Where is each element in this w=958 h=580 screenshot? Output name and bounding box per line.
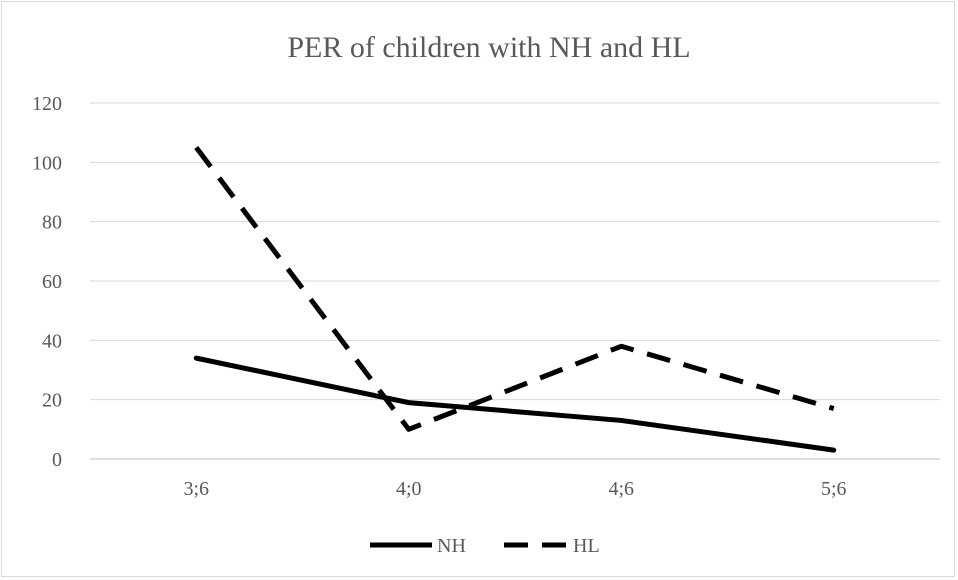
y-tick-label: 0: [52, 449, 62, 471]
x-tick-label: 4;0: [396, 478, 422, 500]
legend-label-hl: HL: [573, 535, 600, 557]
y-tick-label: 120: [32, 93, 62, 115]
x-axis-ticks: 3;6 4;0 4;6 5;6: [183, 478, 846, 500]
series-line-hl: [194, 145, 835, 432]
x-tick-label: 4;6: [608, 478, 634, 500]
y-tick-label: 100: [32, 152, 62, 174]
series-lines: [193, 145, 837, 453]
y-tick-label: 40: [42, 330, 62, 352]
series-line-nh: [193, 355, 837, 453]
y-tick-label: 60: [42, 271, 62, 293]
y-tick-label: 80: [42, 212, 62, 234]
chart-title: PER of children with NH and HL: [287, 31, 690, 64]
y-tick-label: 20: [42, 390, 62, 412]
x-tick-label: 5;6: [821, 478, 847, 500]
legend-label-nh: NH: [437, 535, 466, 557]
y-axis-ticks: 0 20 40 60 80 100 120: [32, 93, 62, 471]
legend: NH HL: [370, 535, 600, 557]
grid-lines: [90, 102, 940, 460]
x-tick-label: 3;6: [183, 478, 209, 500]
